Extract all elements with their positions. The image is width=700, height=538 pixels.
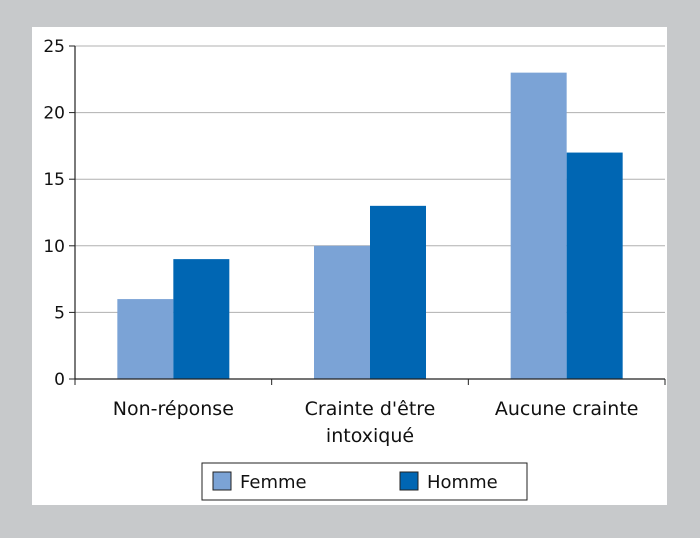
x-tick-label: Crainte d'être [305, 398, 436, 420]
y-tick-label: 25 [43, 37, 65, 57]
bar-homme [173, 259, 230, 379]
x-axis-labels: Non-réponse Crainte d'être intoxiqué Aucune… [113, 398, 639, 447]
bar-femme [117, 299, 174, 379]
y-tick-label: 0 [54, 370, 65, 390]
bar-femme [314, 245, 370, 379]
bars [117, 72, 623, 379]
y-tick-label: 20 [43, 104, 65, 124]
y-axis-ticks: 0 5 10 15 20 25 [43, 37, 75, 390]
legend-swatch-femme [212, 471, 232, 491]
legend-swatch-homme [399, 471, 419, 491]
y-tick-label: 5 [54, 303, 65, 323]
y-tick-label: 10 [43, 237, 65, 257]
x-tick-label: Non-réponse [113, 398, 234, 420]
bar-homme [566, 152, 623, 379]
legend-label-homme: Homme [427, 472, 498, 493]
chart-panel: 0 5 10 15 20 25 Non-réponse Crainte d'être into… [32, 27, 667, 505]
bar-femme [510, 72, 567, 379]
legend-box [201, 462, 528, 501]
y-tick-label: 15 [43, 170, 65, 190]
legend: Femme Homme [201, 462, 528, 501]
x-tick-label: Aucune crainte [495, 398, 639, 420]
bar-chart: 0 5 10 15 20 25 Non-réponse Crainte d'être into… [43, 37, 666, 501]
x-tick-label: intoxiqué [326, 425, 414, 447]
axes [74, 46, 666, 385]
legend-label-femme: Femme [240, 472, 307, 493]
bar-homme [370, 205, 426, 379]
